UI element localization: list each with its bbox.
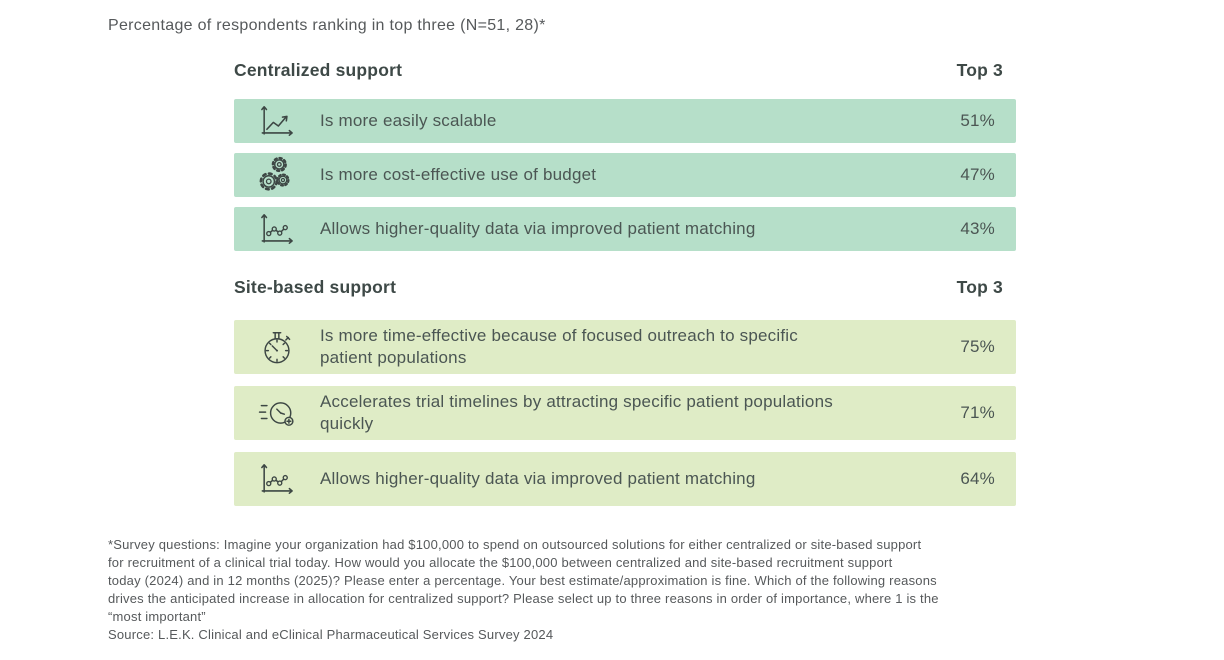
top3-value: 51% [960, 111, 995, 130]
survey-note-line: “most important” [108, 609, 206, 624]
reason-label: Accelerates trial timelines by attractin… [320, 392, 833, 433]
source-note: Source: L.E.K. Clinical and eClinical Ph… [108, 627, 554, 642]
reason-label: Is more easily scalable [320, 111, 497, 130]
section-header-centralized: Centralized support Top 3 [234, 60, 1016, 86]
gears-icon [234, 153, 320, 197]
reason-row-data-quality: Allows higher-quality data via improved … [234, 207, 1016, 251]
figure-title: Percentage of respondents ranking in top… [108, 17, 546, 34]
reason-row-cost-effective: Is more cost-effective use of budget 47% [234, 153, 1016, 197]
stopwatch-icon [234, 325, 320, 369]
figure-body: Centralized support Top 3 Is more easily… [234, 60, 1016, 518]
survey-note-line: *Survey questions: Imagine your organiza… [108, 537, 922, 552]
reason-row-time-effective: Is more time-effective because of focuse… [234, 320, 1016, 374]
section-title: Centralized support [234, 60, 403, 80]
survey-note-line: drives the anticipated increase in alloc… [108, 591, 939, 606]
section-title: Site-based support [234, 277, 397, 297]
reason-label: Is more cost-effective use of budget [320, 165, 597, 184]
line-chart-icon [234, 99, 320, 143]
fast-clock-icon [234, 391, 320, 435]
reason-row-accelerates-timelines: Accelerates trial timelines by attractin… [234, 386, 1016, 440]
top3-column-header: Top 3 [956, 60, 1003, 80]
scatter-chart-icon [234, 207, 320, 251]
section-header-site-based: Site-based support Top 3 [234, 277, 1016, 303]
reason-label: Is more time-effective because of focuse… [320, 326, 798, 367]
reason-label: Allows higher-quality data via improved … [320, 219, 756, 238]
reason-label: Allows higher-quality data via improved … [320, 469, 756, 488]
scatter-chart-icon [234, 457, 320, 501]
survey-note-line: today (2024) and in 12 months (2025)? Pl… [108, 573, 937, 588]
top3-value: 71% [960, 403, 995, 422]
top3-value: 43% [960, 219, 995, 238]
survey-note-line: for recruitment of a clinical trial toda… [108, 555, 893, 570]
top3-column-header: Top 3 [956, 277, 1003, 297]
top3-value: 75% [960, 337, 995, 356]
top3-value: 47% [960, 165, 995, 184]
top3-value: 64% [960, 469, 995, 488]
footnotes: *Survey questions: Imagine your organiza… [108, 536, 1108, 644]
reason-row-data-quality: Allows higher-quality data via improved … [234, 452, 1016, 506]
reason-row-scalable: Is more easily scalable 51% [234, 99, 1016, 143]
